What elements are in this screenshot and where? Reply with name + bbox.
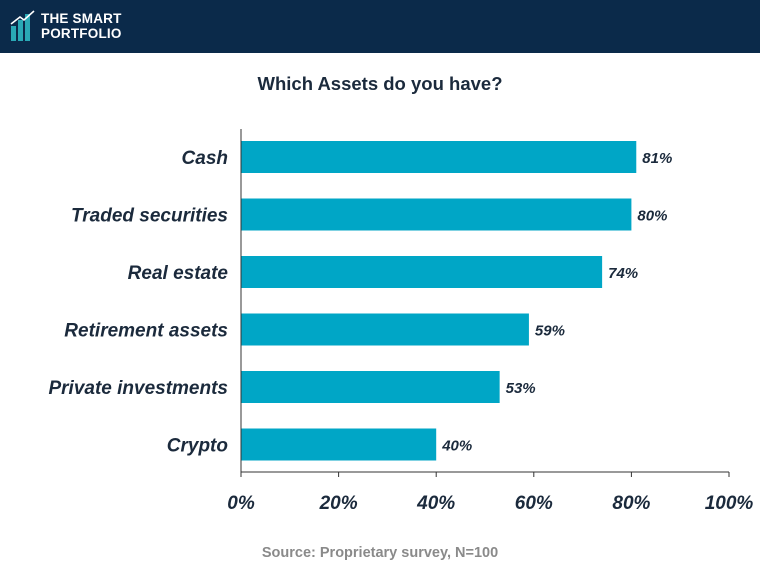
data-label: 74%: [608, 265, 638, 282]
category-label: Real estate: [128, 263, 229, 284]
x-tick-label: 20%: [319, 493, 358, 514]
data-label: 81%: [642, 150, 672, 167]
bar-chart-logo-icon: [10, 10, 35, 41]
chart-title: Which Assets do you have?: [257, 73, 503, 94]
logo-text: THE SMART PORTFOLIO: [41, 11, 122, 41]
source-note: Source: Proprietary survey, N=100: [261, 545, 499, 561]
bar: [241, 256, 603, 288]
bar: [241, 371, 500, 403]
x-tick-label: 60%: [515, 493, 553, 514]
x-tick-label: 0%: [227, 493, 255, 514]
x-tick-label: 100%: [705, 493, 754, 514]
logo-line-2: PORTFOLIO: [41, 26, 122, 41]
x-tick-label: 40%: [416, 493, 455, 514]
category-label: Crypto: [167, 436, 228, 457]
logo-line-1: THE SMART: [41, 11, 122, 26]
data-label: 80%: [637, 208, 667, 225]
category-label: Private investments: [48, 378, 228, 399]
bar: [241, 141, 637, 173]
data-label: 40%: [441, 438, 472, 455]
bar: [241, 313, 529, 346]
category-label: Cash: [182, 148, 228, 169]
x-tick-label: 80%: [612, 493, 650, 514]
category-label: Traded securities: [71, 206, 228, 227]
category-label: Retirement assets: [64, 321, 228, 342]
bar: [241, 428, 437, 461]
bar: [241, 198, 632, 231]
data-label: 59%: [535, 323, 565, 340]
header-bar: THE SMART PORTFOLIO: [0, 0, 760, 53]
data-label: 53%: [506, 380, 536, 397]
